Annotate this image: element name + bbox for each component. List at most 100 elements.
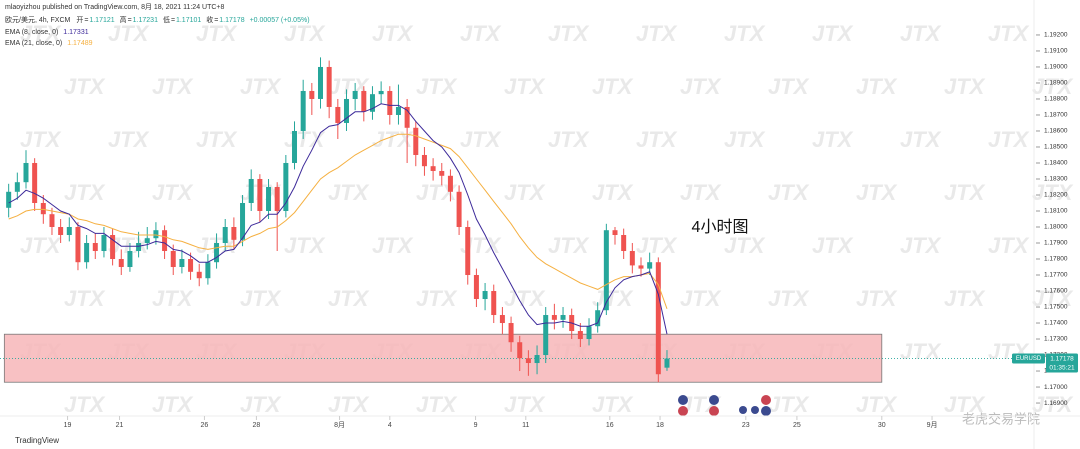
candle-body [378,90,384,95]
ohlc-key: 高 [120,15,127,24]
watermark: JTX [900,339,942,364]
watermark: JTX [768,286,810,311]
candle-body [23,162,29,183]
ohlc-key: 收 [206,15,213,24]
candle-body [352,90,358,99]
ohlc-key: 低 [163,15,170,24]
candle-body [473,275,479,300]
ema-line [8,103,668,335]
legend-value: 1.17331 [63,29,88,36]
watermark: JTX [680,286,722,311]
candle-body [413,127,419,155]
candle-body [638,265,644,269]
watermark: JTX [724,127,766,152]
legend-name: EMA (8, close, 0) [5,29,58,36]
x-tick-label: 30 [878,422,886,429]
watermark: JTX [284,21,326,46]
watermark: JTX [284,233,326,258]
watermark: JTX [328,286,370,311]
candle-body [196,271,202,279]
ohlc-value: 1.17121 [89,17,114,24]
ohlc-eq: = [171,17,175,24]
watermark: JTX [64,392,106,417]
watermark: JTX [240,392,282,417]
watermark: JTX [416,286,458,311]
symbol-badge [1012,353,1045,364]
candle-body [491,291,497,316]
watermark: JTX [108,21,150,46]
watermark: JTX [504,286,546,311]
x-tick-label: 9 [474,422,478,429]
candle-body [84,243,90,263]
x-tick-label: 11 [522,422,529,429]
legend-value: 1.17489 [67,40,92,47]
x-tick-label: 8月 [334,421,345,429]
candle-body [335,106,341,123]
candle-body [525,358,531,364]
ohlc-eq: = [84,17,88,24]
x-tick-label: 9月 [927,421,938,429]
watermark: JTX [504,74,546,99]
watermark: JTX [856,180,898,205]
x-tick-label: 23 [742,422,750,429]
candle-body [421,154,427,167]
watermark: JTX [592,180,634,205]
event-icon [761,406,771,416]
candle-body [6,191,12,208]
y-tick-label: 1.18000 [1044,224,1068,231]
watermark: JTX [196,21,238,46]
watermark: JTX [548,127,590,152]
candle-body [300,90,306,131]
candle-body [110,235,116,260]
watermark: JTX [680,74,722,99]
candle-body [369,94,375,112]
candle-body [205,262,211,279]
watermark: JTX [20,127,62,152]
watermark: JTX [944,180,986,205]
watermark: JTX [372,233,414,258]
candle-body [456,191,462,228]
event-icon [761,395,771,405]
ohlc-value: +0.00057 (+0.05%) [250,17,310,24]
y-tick-label: 1.17500 [1044,304,1068,311]
watermark: JTX [856,74,898,99]
watermark: JTX [636,21,678,46]
watermark: JTX [988,21,1030,46]
watermark: JTX [460,21,502,46]
event-icon [709,395,719,405]
candle-body [551,315,557,320]
y-tick-label: 1.17800 [1044,256,1068,263]
ohlc-value: 1.17231 [133,17,158,24]
candle-body [629,251,635,266]
watermark: JTX [592,286,634,311]
watermark: JTX [152,392,194,417]
watermark: JTX [768,392,810,417]
candle-body [274,186,280,211]
candle-body [439,170,445,176]
candle-body [101,235,107,252]
watermark: JTX [856,286,898,311]
y-tick-label: 1.18100 [1044,208,1068,215]
legend-name: EMA (21, close, 0) [5,40,62,47]
candle-body [309,90,315,99]
watermark: JTX [812,233,854,258]
y-tick-label: 1.18300 [1044,176,1068,183]
candle-body [387,90,393,115]
header: mlaoyizhou published on TradingView.com,… [5,3,225,11]
watermark: JTX [944,74,986,99]
candle-body [595,310,601,327]
candle-body [361,90,367,112]
ohlc-eq: = [128,17,132,24]
candle-body [447,175,453,192]
x-tick-label: 16 [606,422,614,429]
candle-body [395,106,401,115]
y-tick-label: 1.18500 [1044,144,1068,151]
x-tick-label: 18 [656,422,664,429]
candle-body [499,315,505,324]
candle-body [603,230,609,311]
ohlc-key: 开 [76,16,83,24]
y-tick-label: 1.18900 [1044,80,1068,87]
candle-body [240,202,246,240]
watermark: JTX [504,392,546,417]
watermark: JTX [64,286,106,311]
